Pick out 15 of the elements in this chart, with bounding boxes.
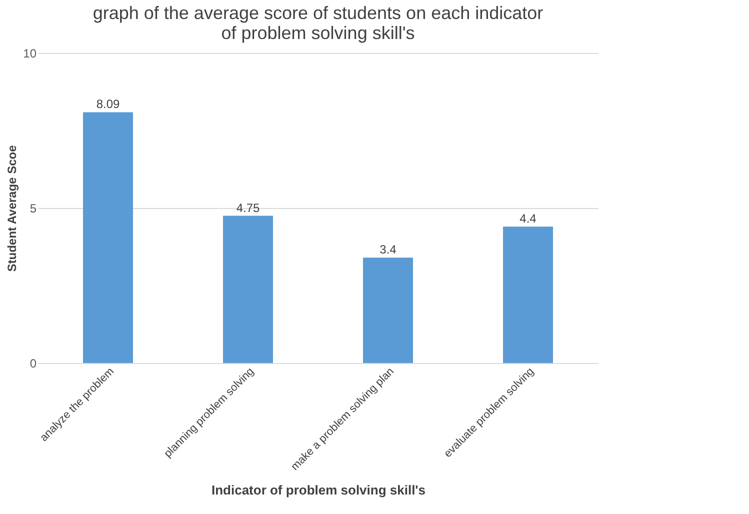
y-tick-label: 10 <box>23 46 37 60</box>
y-axis-title: Student Average Scoe <box>5 144 20 272</box>
bar <box>503 226 553 363</box>
bar <box>83 112 133 363</box>
y-tick-label: 0 <box>30 356 37 370</box>
data-label: 3.4 <box>380 242 397 257</box>
text: graph of the average score of students on each indicator <box>92 3 544 23</box>
text: of problem solving skill's <box>221 23 415 43</box>
bar <box>223 216 273 363</box>
data-label: 4.75 <box>236 200 260 215</box>
bar <box>363 258 413 363</box>
data-label: 8.09 <box>96 97 120 112</box>
data-label: 4.4 <box>520 212 537 226</box>
y-tick-label: 5 <box>30 202 37 216</box>
x-axis-title: Indicator of problem solving skill's <box>211 482 426 498</box>
